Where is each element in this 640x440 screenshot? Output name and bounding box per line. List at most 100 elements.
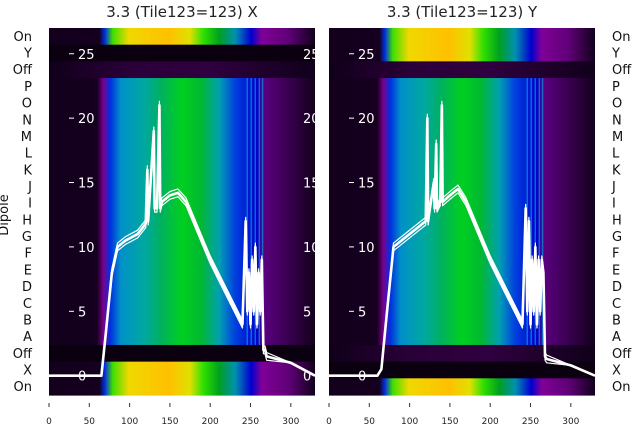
heatmap-row xyxy=(49,28,315,46)
row-label: O xyxy=(612,97,622,112)
row-label: H xyxy=(22,213,32,228)
trace-y-tick-label-secondary: 10 xyxy=(303,241,320,256)
heatmap-row xyxy=(329,278,595,296)
trace-y-tick-label: 15 xyxy=(358,177,375,192)
x-tick-label: 250 xyxy=(242,417,259,427)
row-label: M xyxy=(21,130,32,145)
x-tick-label: 200 xyxy=(482,417,499,427)
heatmap-row xyxy=(329,161,595,179)
trace-y-tick-label: 0 xyxy=(358,370,366,385)
heatmap-row xyxy=(49,228,315,246)
trace-line xyxy=(329,108,596,377)
x-tick-label: 0 xyxy=(326,417,332,427)
trace-y-tick-label: 5 xyxy=(358,305,366,320)
heatmap-row xyxy=(49,44,315,62)
heatmap-row xyxy=(49,344,315,363)
trace-y-tick-label: 5 xyxy=(78,305,86,320)
heatmap-row xyxy=(49,211,315,229)
heatmap-row xyxy=(329,344,595,363)
heatmap-row xyxy=(329,294,595,313)
x-tick-label: 50 xyxy=(84,417,96,427)
heatmap-row xyxy=(329,94,595,113)
row-label: I xyxy=(28,197,32,212)
heatmap-row xyxy=(329,261,595,279)
row-label: On xyxy=(612,380,630,395)
row-label: E xyxy=(24,263,32,278)
x-tick-label: 200 xyxy=(202,417,219,427)
heatmap-row xyxy=(49,128,315,146)
x-tick-label: 250 xyxy=(522,417,539,427)
trace-y-tick-label: 25 xyxy=(358,48,375,63)
row-label: P xyxy=(612,80,620,95)
row-label: C xyxy=(23,297,32,312)
row-label: Off xyxy=(612,347,632,362)
row-label: P xyxy=(24,80,32,95)
row-label: On xyxy=(14,380,32,395)
heatmap-row xyxy=(329,194,595,213)
streak xyxy=(258,78,261,345)
heatmap-row xyxy=(49,61,315,79)
x-tick-label: 0 xyxy=(46,417,52,427)
heatmap-row xyxy=(49,261,315,279)
row-label: Y xyxy=(611,47,620,62)
row-label: N xyxy=(612,113,622,128)
trace-y-tick-label: 10 xyxy=(78,241,95,256)
streak xyxy=(534,78,537,345)
heatmap-row xyxy=(329,178,595,196)
heatmap-row xyxy=(49,144,315,163)
x-tick-label: 300 xyxy=(562,417,579,427)
row-label: Off xyxy=(13,63,33,78)
row-label: M xyxy=(612,130,623,145)
trace-y-tick-label-secondary: 15 xyxy=(303,177,320,192)
heatmap-row xyxy=(49,111,315,129)
row-label: F xyxy=(612,247,619,262)
trace-y-tick-label: 20 xyxy=(358,112,375,127)
row-label: B xyxy=(23,313,32,328)
heatmap-row xyxy=(329,328,595,346)
heatmap-row xyxy=(49,328,315,346)
streak xyxy=(526,78,528,345)
heatmap-row xyxy=(49,278,315,296)
row-label: G xyxy=(22,230,32,245)
row-label: On xyxy=(612,30,630,45)
row-label: B xyxy=(612,313,621,328)
row-label: H xyxy=(612,213,622,228)
trace-line xyxy=(49,108,316,377)
chart-title: 3.3 (Tile123=123) X xyxy=(106,3,257,21)
heatmap-row xyxy=(329,78,595,96)
row-label: X xyxy=(612,363,621,378)
row-label: Y xyxy=(23,47,32,62)
heatmap-row xyxy=(329,128,595,146)
row-label: N xyxy=(22,113,32,128)
trace-y-tick-label: 15 xyxy=(78,177,95,192)
streak xyxy=(254,78,257,345)
trace-y-tick-label: 25 xyxy=(78,48,95,63)
row-label: D xyxy=(22,280,32,295)
y-axis-label: Dipole xyxy=(0,194,12,235)
streak xyxy=(261,78,264,345)
heatmap-row xyxy=(329,44,595,62)
x-tick-label: 150 xyxy=(161,417,178,427)
trace-y-tick-label-secondary: 25 xyxy=(303,48,320,63)
x-tick-label: 150 xyxy=(441,417,458,427)
row-label: F xyxy=(25,247,32,262)
row-label: D xyxy=(612,280,622,295)
row-label: L xyxy=(25,147,33,162)
panel-gap xyxy=(316,28,328,395)
x-tick-label: 50 xyxy=(364,417,376,427)
trace-y-tick-label-secondary: 5 xyxy=(303,305,311,320)
heatmap-row xyxy=(49,361,315,379)
heatmap-row xyxy=(49,94,315,113)
row-label: A xyxy=(612,330,621,345)
row-label: J xyxy=(27,180,32,195)
streak xyxy=(246,78,248,345)
x-tick-label: 100 xyxy=(401,417,418,427)
row-label: E xyxy=(612,263,620,278)
trace-y-tick-label-secondary: 20 xyxy=(303,112,320,127)
row-label: K xyxy=(23,163,32,178)
heatmap-row xyxy=(329,144,595,163)
heatmap-row xyxy=(49,78,315,96)
trace-y-tick-label-secondary: 0 xyxy=(303,370,311,385)
heatmap-row xyxy=(49,311,315,329)
